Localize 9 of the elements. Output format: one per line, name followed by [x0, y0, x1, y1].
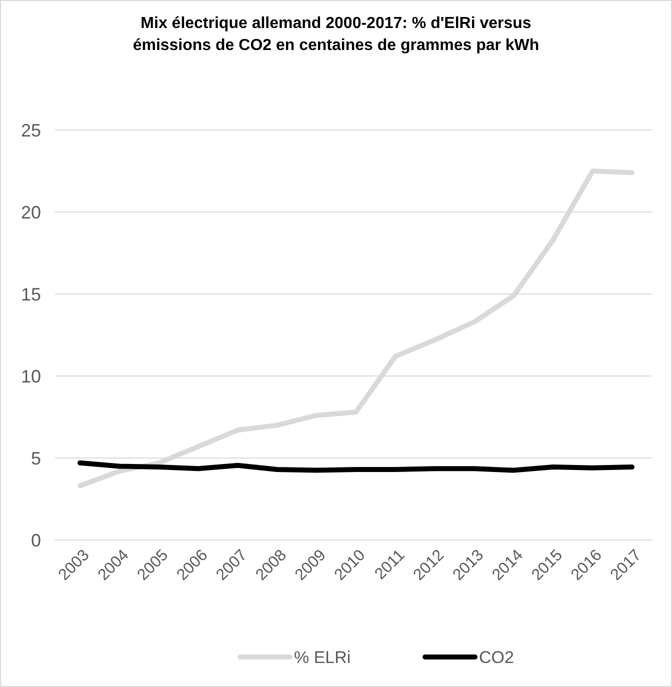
y-tick-label: 0	[30, 530, 41, 550]
y-tick-label: 25	[20, 120, 41, 140]
y-tick-label: 15	[20, 284, 41, 304]
y-tick-label: 5	[30, 448, 41, 468]
legend-label: % ELRi	[294, 648, 351, 667]
legend-label: CO2	[479, 648, 514, 667]
chart-title: Mix électrique allemand 2000-2017: % d'ElRi versus émissions de CO2 en centaines de grammes par kWh	[132, 15, 540, 54]
y-tick-label: 20	[20, 202, 41, 222]
y-tick-label: 10	[20, 366, 41, 386]
